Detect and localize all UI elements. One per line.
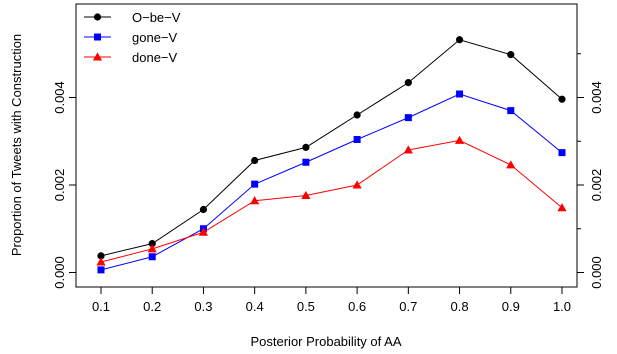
data-point — [352, 180, 362, 189]
data-point — [403, 145, 413, 154]
data-point — [97, 266, 105, 274]
series-group — [97, 36, 566, 260]
data-point — [250, 196, 260, 205]
series-line — [100, 139, 563, 263]
data-point — [353, 136, 361, 143]
x-tick-label: 0.1 — [92, 299, 110, 314]
series-group — [97, 90, 566, 274]
x-tick-label: 0.9 — [502, 299, 520, 314]
y-axis-right: 0.000 0.002 0.004 — [576, 53, 604, 289]
data-point — [148, 253, 156, 261]
data-point — [454, 135, 465, 144]
data-point — [404, 114, 412, 122]
y-axis-title: Proportion of Tweets with Construction — [9, 34, 24, 256]
series-line — [100, 93, 563, 271]
legend-marker — [94, 33, 101, 41]
data-point — [404, 79, 412, 87]
y-tick-label-left: 0.000 — [52, 256, 67, 289]
data-point — [301, 190, 311, 199]
data-point — [302, 143, 310, 151]
legend-item: O−be−V — [84, 10, 181, 25]
y-tick-label-left: 0.004 — [52, 81, 67, 114]
data-point — [507, 107, 515, 115]
x-axis-title: Posterior Probability of AA — [250, 334, 401, 349]
data-point — [251, 180, 259, 188]
series-layer — [96, 36, 567, 274]
legend-marker — [92, 52, 103, 61]
y-tick-label-right: 0.004 — [589, 81, 604, 114]
data-point — [506, 160, 516, 169]
data-point — [558, 149, 566, 157]
data-point — [456, 90, 464, 98]
x-tick-label: 0.7 — [399, 299, 417, 314]
data-point — [353, 111, 361, 119]
x-tick-label: 0.2 — [143, 299, 161, 314]
y-tick-label-left: 0.002 — [52, 169, 67, 202]
data-point — [251, 156, 259, 165]
data-point — [97, 252, 105, 260]
legend-item: gone−V — [84, 30, 178, 45]
series-group — [96, 135, 567, 266]
y-tick-label-right: 0.000 — [589, 256, 604, 289]
x-tick-label: 0.6 — [348, 299, 366, 314]
legend-label: done−V — [132, 50, 178, 65]
legend-marker — [93, 13, 102, 21]
data-point — [148, 240, 156, 248]
x-tick-label: 0.4 — [246, 299, 264, 314]
legend-label: O−be−V — [132, 10, 181, 25]
data-point — [198, 227, 209, 236]
x-tick-label: 0.5 — [297, 299, 315, 314]
legend-label: gone−V — [132, 30, 178, 45]
data-point — [147, 244, 157, 253]
y-axis-left: 0.000 0.002 0.004 — [52, 81, 77, 289]
data-point — [199, 205, 208, 214]
data-point — [455, 36, 464, 44]
x-axis: 0.1 0.2 0.3 0.4 0.5 0.6 0.7 0.8 0.9 1.0 — [92, 286, 571, 314]
legend-item: done−V — [84, 50, 178, 65]
x-tick-label: 0.8 — [451, 299, 469, 314]
data-point — [507, 51, 515, 59]
x-tick-label: 1.0 — [553, 299, 571, 314]
data-point — [557, 203, 567, 212]
y-tick-label-right: 0.002 — [589, 169, 604, 202]
legend: O−be−V gone−V done−V — [84, 10, 181, 65]
series-line — [100, 39, 563, 257]
data-point — [302, 158, 310, 166]
x-tick-label: 0.3 — [194, 299, 212, 314]
data-point — [96, 257, 106, 266]
data-point — [558, 95, 566, 103]
